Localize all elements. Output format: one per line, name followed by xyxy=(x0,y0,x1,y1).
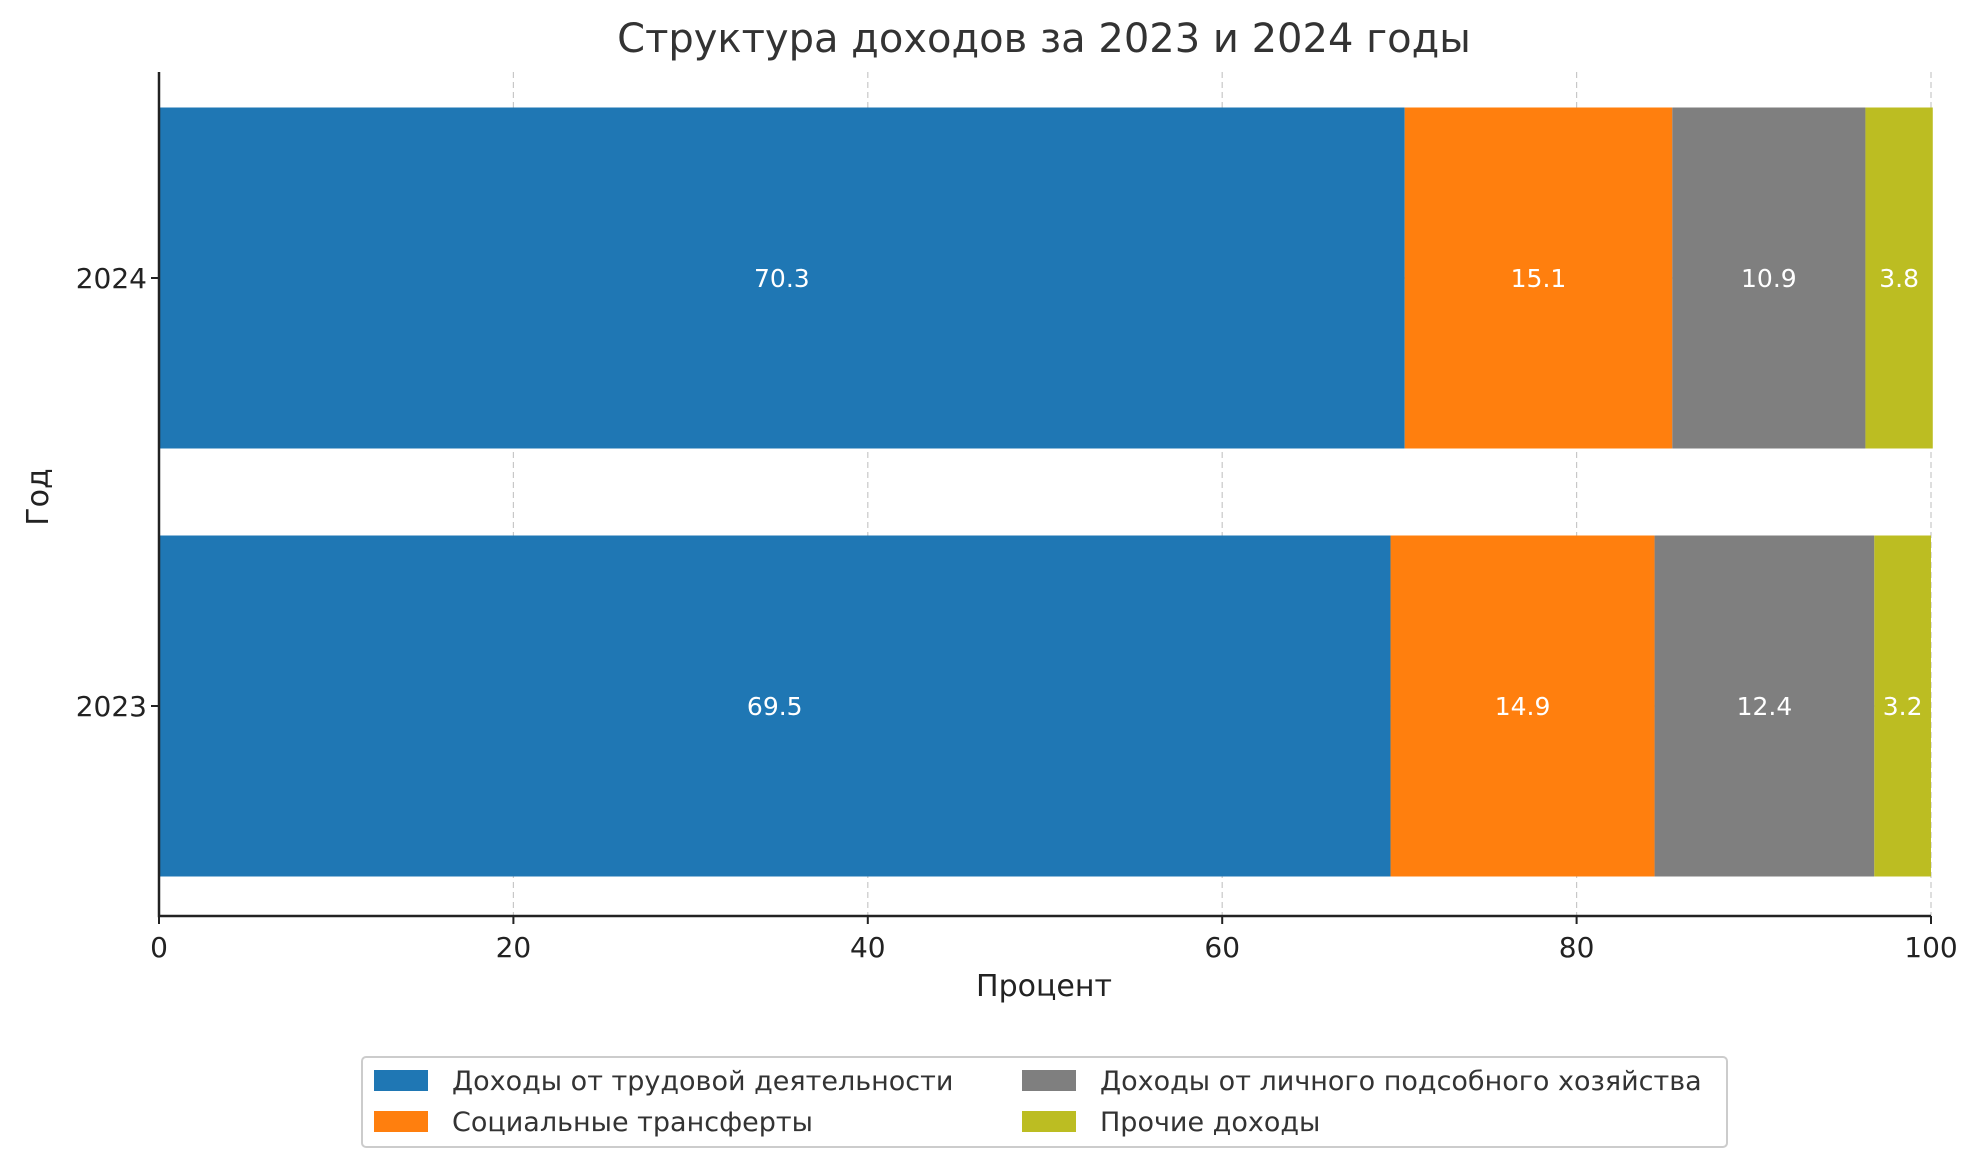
bar-label-2024-series-1: 15.1 xyxy=(1511,264,1567,293)
bar-2023-series-0 xyxy=(159,535,1391,877)
bar-label-2024-series-2: 10.9 xyxy=(1741,264,1797,293)
legend-frame xyxy=(361,1056,1728,1148)
legend-swatch-0 xyxy=(374,1070,428,1091)
legend-label-1: Социальные трансферты xyxy=(452,1107,813,1138)
x-tick-labels: 0 20 40 60 80 100 xyxy=(150,916,1958,964)
legend-label-0: Доходы от трудовой деятельности xyxy=(452,1066,953,1097)
bar-label-2023-series-1: 14.9 xyxy=(1495,692,1551,721)
legend-label-2: Доходы от личного подсобного хозяйства xyxy=(1100,1066,1702,1097)
bar-label-2023-series-2: 12.4 xyxy=(1737,692,1793,721)
legend-swatch-2 xyxy=(1022,1070,1076,1091)
bar-label-2023-series-3: 3.2 xyxy=(1883,692,1923,721)
bar-label-2024-series-3: 3.8 xyxy=(1879,264,1919,293)
x-tick-label-4: 80 xyxy=(1559,931,1595,964)
bar-2023-series-3 xyxy=(1874,535,1931,877)
x-tick-label-2: 40 xyxy=(850,931,886,964)
bar-2024-series-3 xyxy=(1865,107,1933,449)
y-axis-label: Год xyxy=(21,468,56,525)
x-tick-label-3: 60 xyxy=(1204,931,1240,964)
x-tick-label-0: 0 xyxy=(150,931,168,964)
bar-label-2023-series-0: 69.5 xyxy=(747,692,803,721)
bar-2024-series-0 xyxy=(159,107,1405,449)
bar-2024-series-2 xyxy=(1672,107,1866,449)
bar-2023-series-1 xyxy=(1390,535,1655,877)
y-tick-label-2024: 2024 xyxy=(76,262,147,295)
bars xyxy=(159,107,1933,877)
x-axis-label: Процент xyxy=(976,969,1112,1004)
legend: Доходы от трудовой деятельности Социальны… xyxy=(361,1056,1728,1148)
legend-swatch-3 xyxy=(1022,1111,1076,1132)
bar-2024-series-1 xyxy=(1404,107,1673,449)
x-tick-label-1: 20 xyxy=(496,931,532,964)
y-tick-labels: 2023 2024 xyxy=(76,262,159,723)
y-tick-label-2023: 2023 xyxy=(76,690,147,723)
chart-title: Структура доходов за 2023 и 2024 годы xyxy=(617,16,1471,62)
bar-label-2024-series-0: 70.3 xyxy=(754,264,810,293)
legend-swatch-1 xyxy=(374,1111,428,1132)
legend-label-3: Прочие доходы xyxy=(1100,1107,1320,1138)
bar-value-labels: 69.5 14.9 12.4 3.2 70.3 15.1 10.9 3.8 xyxy=(747,264,1923,721)
bar-2023-series-2 xyxy=(1654,535,1875,877)
x-tick-label-5: 100 xyxy=(1904,931,1957,964)
